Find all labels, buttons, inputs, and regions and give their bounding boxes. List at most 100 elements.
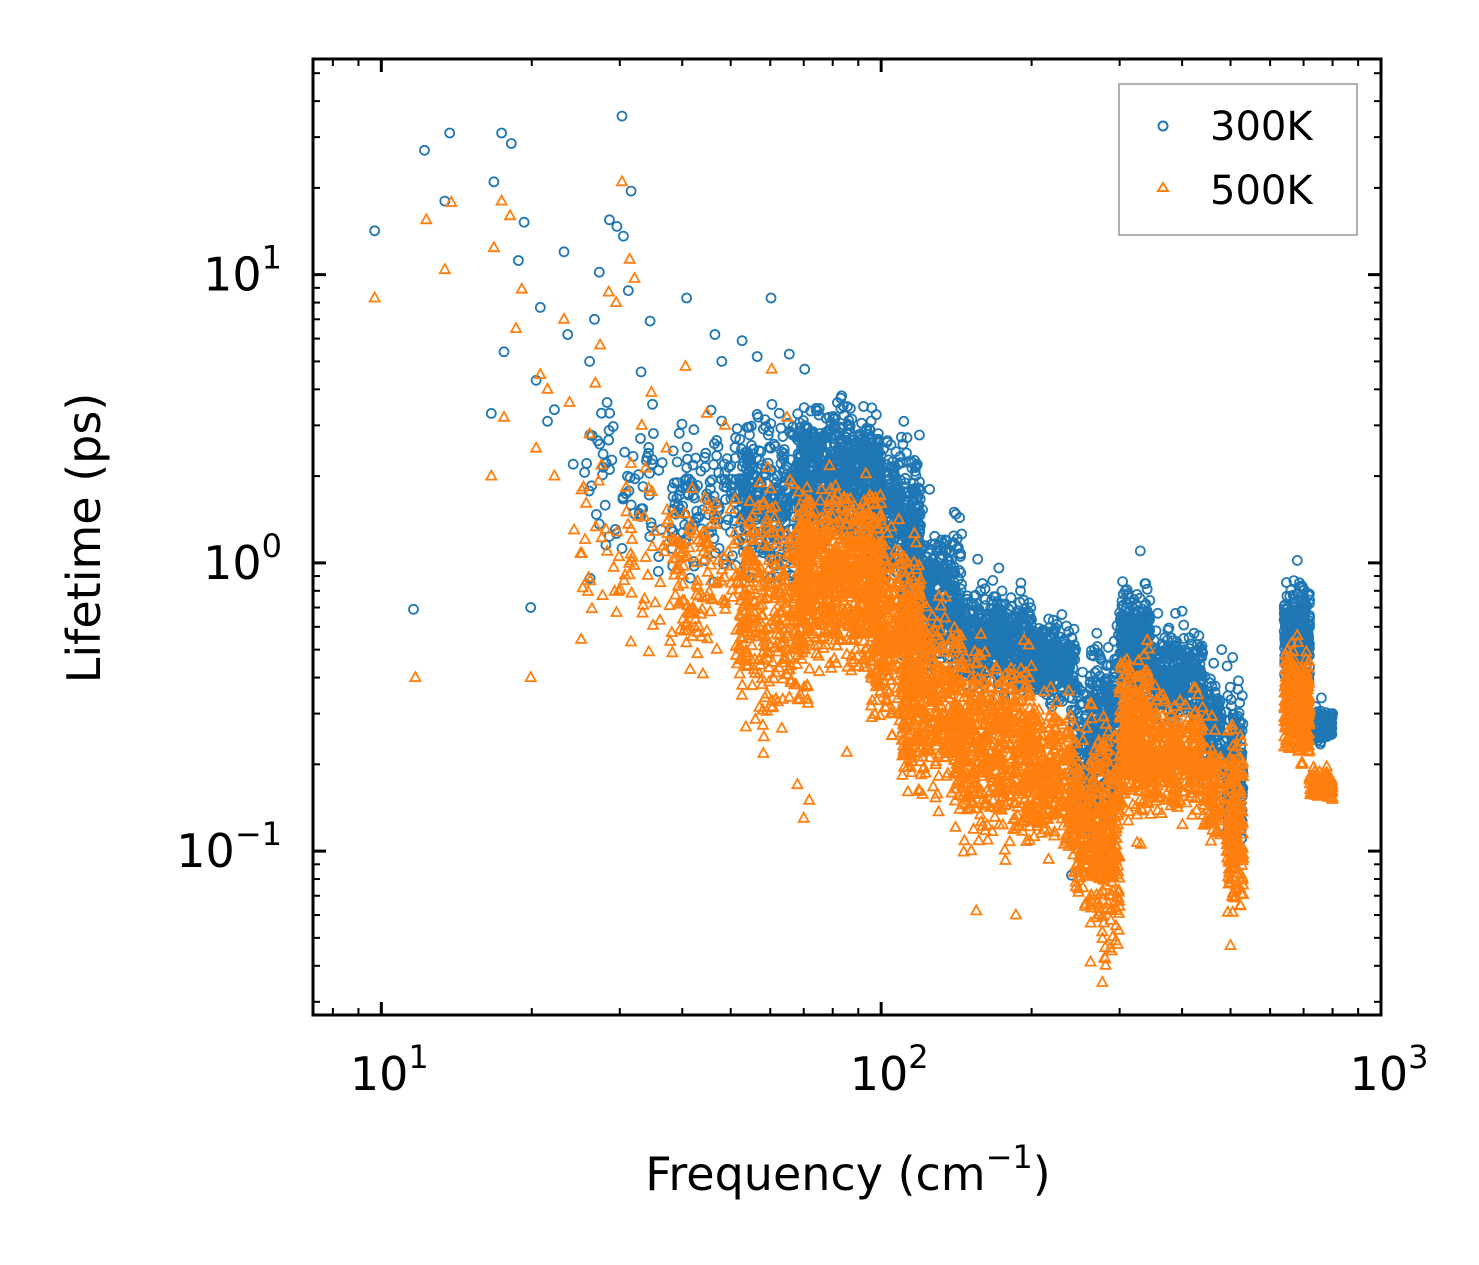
scatter-point-300k: [741, 505, 752, 516]
scatter-point-300k: [604, 214, 615, 226]
scatter-point-300k: [766, 398, 778, 410]
scatter-point-300k: [810, 405, 822, 416]
scatter-point-300k: [747, 463, 758, 474]
scatter-point-300k: [762, 429, 774, 441]
scatter-point-300k: [711, 450, 722, 462]
scatter-point-300k: [805, 405, 817, 417]
scatter-point-300k: [617, 493, 629, 505]
scatter-point-300k: [599, 499, 611, 511]
scatter-point-300k: [518, 216, 530, 228]
scatter-point-300k: [729, 442, 741, 453]
scatter-point-300k: [1221, 660, 1233, 672]
scatter-point-300k: [736, 335, 748, 347]
scatter-point-300k: [619, 446, 631, 458]
scatter-point-300k: [513, 255, 524, 266]
scatter-point-300k: [1056, 609, 1068, 620]
scatter-point-300k: [716, 355, 728, 367]
scatter-point-300k: [837, 422, 849, 434]
scatter-point-300k: [592, 435, 604, 447]
scatter-point-300k: [606, 454, 618, 466]
scatter-point-300k: [653, 464, 665, 476]
scatter-point-300k: [644, 315, 656, 327]
scatter-point-300k: [713, 467, 725, 479]
scatter-point-300k: [787, 466, 798, 478]
scatter-point-300k: [584, 355, 595, 367]
scatter-point-300k: [687, 490, 699, 501]
scatter-point-500k: [663, 633, 677, 646]
scatter-point-300k: [648, 428, 659, 439]
scatter-point-300k: [581, 457, 592, 469]
scatter-point-300k: [842, 401, 853, 412]
scatter-point-300k: [645, 517, 657, 529]
scatter-point-300k: [549, 404, 560, 416]
scatter-point-300k: [783, 417, 794, 429]
scatter-point-300k: [647, 398, 658, 410]
scatter-point-300k: [681, 462, 693, 474]
scatter-point-300k: [691, 512, 702, 524]
scatter-point-300k: [775, 422, 787, 434]
scatter-point-300k: [635, 503, 647, 515]
scatter-point-300k: [646, 458, 658, 470]
scatter-point-300k: [769, 440, 781, 452]
scatter-point-300k: [725, 486, 737, 498]
scatter-point-300k: [799, 363, 811, 375]
scatter-point-500k: [578, 532, 592, 544]
scatter-point-300k: [1141, 583, 1153, 595]
scatter-point-500k: [642, 644, 656, 657]
scatter-point-300k: [1152, 607, 1164, 619]
scatter-point-300k: [1208, 657, 1220, 669]
scatter-point-300k: [607, 421, 619, 432]
scatter-point-300k: [444, 127, 456, 139]
scatter-point-300k: [780, 460, 792, 472]
scatter-point-300k: [679, 474, 691, 486]
scatter-point-300k: [699, 461, 711, 473]
scatter-points: [368, 110, 1339, 987]
scatter-point-300k: [498, 346, 510, 358]
scatter-point-300k: [752, 411, 764, 423]
scatter-point-300k: [700, 447, 712, 459]
scatter-point-300k: [667, 482, 678, 494]
scatter-point-300k: [643, 447, 654, 459]
scatter-point-300k: [562, 329, 574, 340]
scatter-point-300k: [987, 575, 999, 586]
scatter-point-500k: [599, 522, 613, 534]
scatter-point-300k: [496, 127, 508, 139]
scatter-point-300k: [604, 407, 615, 419]
scatter-point-300k: [725, 460, 737, 471]
scatter-point-300k: [681, 473, 693, 484]
scatter-point-300k: [369, 225, 381, 237]
scatter-point-300k: [1291, 555, 1303, 566]
scatter-point-300k: [681, 292, 692, 304]
scatter-point-300k: [827, 433, 838, 444]
scatter-point-300k: [741, 421, 753, 433]
scatter-point-300k: [653, 551, 665, 563]
scatter-point-300k: [603, 434, 615, 446]
scatter-point-300k: [620, 488, 632, 500]
scatter-point-300k: [408, 603, 419, 615]
scatter-point-300k: [635, 433, 646, 444]
scatter-point-300k: [593, 266, 605, 278]
scatter-point-300k: [805, 440, 817, 452]
scatter-point-500k: [619, 504, 634, 517]
scatter-point-300k: [914, 429, 925, 441]
scatter-point-300k: [616, 110, 628, 122]
scatter-point-300k: [643, 441, 655, 453]
scatter-point-300k: [625, 185, 637, 197]
scatter-point-300k: [635, 366, 647, 378]
scatter-point-300k: [525, 602, 537, 613]
scatter-point-300k: [1316, 692, 1327, 704]
scatter-point-300k: [719, 473, 731, 485]
scatter-point-300k: [993, 562, 1005, 574]
scatter-point-300k: [589, 313, 600, 325]
scatter-point-500k: [624, 634, 638, 647]
scatter-point-300k: [1061, 620, 1072, 632]
scatter-point-300k: [751, 351, 763, 362]
scatter-point-500k: [641, 568, 655, 580]
scatter-point-300k: [1216, 644, 1228, 655]
scatter-point-300k: [633, 469, 644, 480]
scatter-point-300k: [752, 463, 764, 475]
scatter-point-300k: [753, 445, 765, 457]
scatter-point-300k: [688, 424, 700, 436]
scatter-point-500k: [645, 539, 659, 552]
